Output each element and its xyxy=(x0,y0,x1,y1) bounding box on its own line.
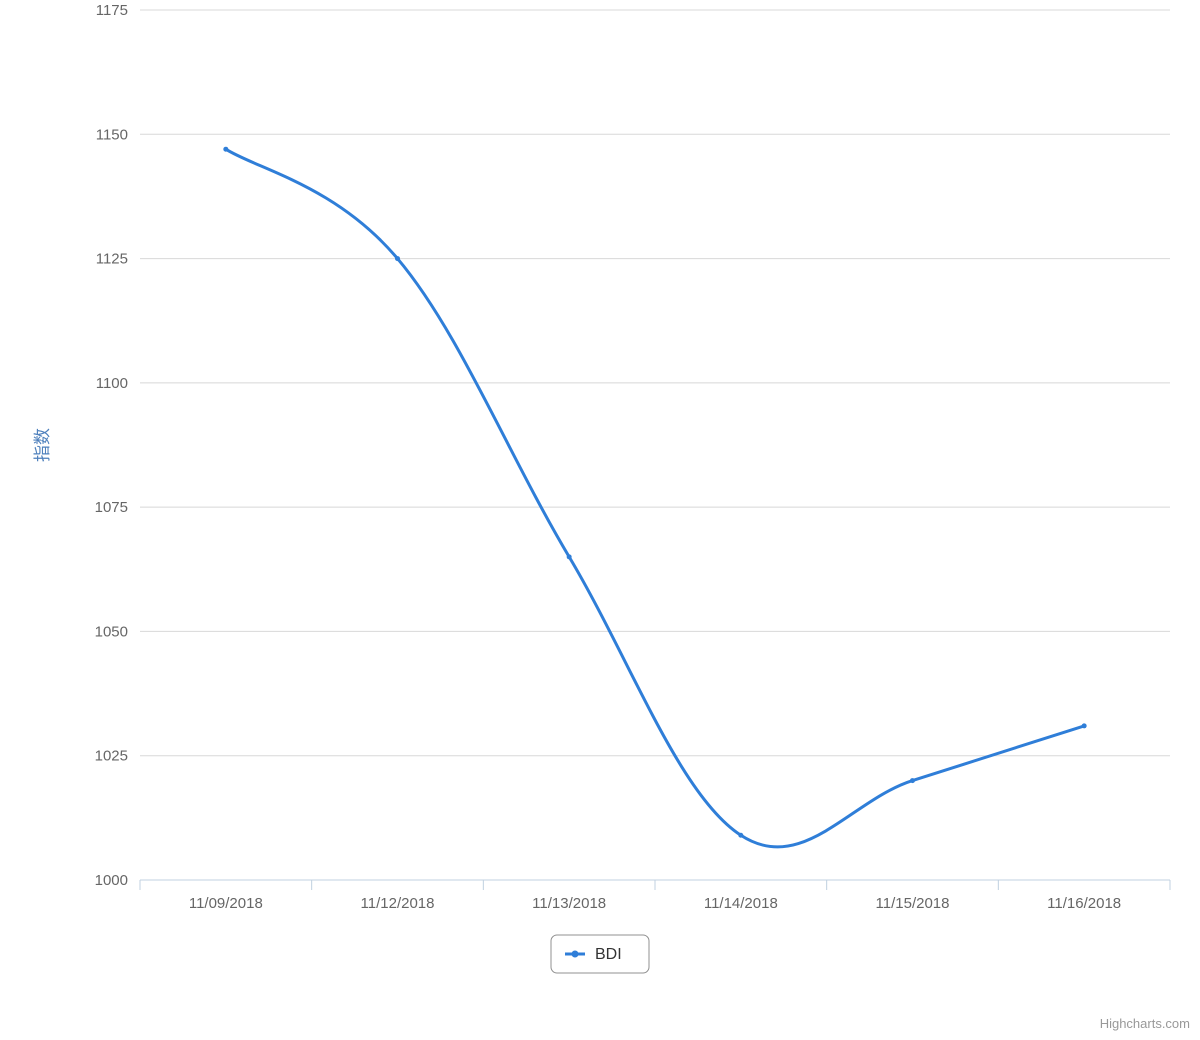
line-chart: 1000 1025 1050 1075 1100 1125 1150 1175 11/09/20… xyxy=(0,0,1200,1040)
series-marker xyxy=(395,256,400,261)
x-tick-label: 11/09/2018 xyxy=(189,895,263,912)
y-tick-label: 1175 xyxy=(96,2,128,19)
x-tick-label: 11/12/2018 xyxy=(361,895,435,912)
y-tick-label: 1125 xyxy=(96,251,128,268)
series-marker xyxy=(1082,723,1087,728)
x-tick-label: 11/14/2018 xyxy=(704,895,778,912)
legend-marker-icon xyxy=(572,951,579,958)
series-marker xyxy=(223,147,228,152)
y-tick-label: 1075 xyxy=(95,499,128,516)
y-tick-label: 1150 xyxy=(96,126,128,143)
y-axis-title: 指数 xyxy=(33,428,52,462)
legend[interactable]: BDI xyxy=(551,935,649,973)
series-marker xyxy=(738,833,743,838)
y-tick-label: 1100 xyxy=(96,375,128,392)
x-tick-label: 11/16/2018 xyxy=(1047,895,1121,912)
credits-link[interactable]: Highcharts.com xyxy=(1100,1016,1190,1031)
chart-container: 1000 1025 1050 1075 1100 1125 1150 1175 11/09/20… xyxy=(0,0,1200,1040)
y-tick-label: 1025 xyxy=(95,748,128,765)
series-line-bdi xyxy=(226,149,1084,847)
x-tick-label: 11/13/2018 xyxy=(532,895,606,912)
legend-label: BDI xyxy=(595,946,622,963)
x-tick-label: 11/15/2018 xyxy=(876,895,950,912)
y-tick-label: 1000 xyxy=(95,872,128,889)
series-marker xyxy=(910,778,915,783)
y-tick-label: 1050 xyxy=(95,623,128,640)
series-marker xyxy=(567,554,572,559)
